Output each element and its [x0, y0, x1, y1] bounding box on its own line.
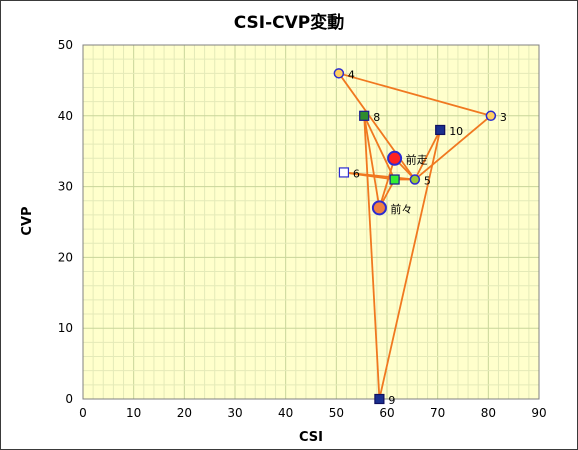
connection-line	[363, 115, 381, 208]
x-axis-label: CSI	[299, 430, 323, 445]
point-marker	[338, 167, 350, 178]
y-tick-label: 50	[58, 38, 73, 52]
point-label: 10	[449, 125, 463, 138]
connection-line	[378, 158, 396, 209]
point-label: 6	[353, 167, 360, 180]
point-marker	[485, 110, 497, 122]
x-tick-label: 10	[126, 406, 141, 420]
x-tick-label: 20	[177, 406, 192, 420]
connection-line	[338, 72, 492, 117]
x-tick-label: 80	[481, 406, 496, 420]
connection-line	[343, 171, 395, 181]
point-marker	[333, 68, 345, 79]
x-tick-label: 70	[430, 406, 445, 420]
plot-area	[83, 45, 539, 399]
connection-line	[363, 115, 381, 400]
y-axis-label: CVP	[20, 206, 35, 235]
point-marker	[371, 200, 387, 216]
plot-border	[82, 44, 540, 400]
point-label: 4	[348, 68, 355, 81]
point-label: 前々	[390, 202, 412, 216]
x-tick-label: 50	[329, 406, 344, 420]
point-marker	[389, 174, 400, 185]
x-tick-label: 90	[531, 406, 546, 420]
y-tick-label: 0	[65, 392, 73, 406]
connection-line	[378, 129, 442, 400]
point-marker	[359, 110, 370, 121]
point-marker	[409, 174, 421, 185]
x-tick-label: 60	[379, 406, 394, 420]
x-tick-label: 0	[79, 406, 87, 420]
y-tick-label: 10	[58, 321, 73, 335]
point-label: 5	[424, 175, 431, 188]
connection-line	[363, 115, 396, 180]
point-marker	[435, 124, 446, 136]
y-tick-label: 30	[58, 180, 73, 194]
connection-line	[414, 115, 492, 181]
point-label: 前走	[406, 152, 428, 166]
y-tick-label: 20	[58, 250, 73, 264]
x-tick-label: 30	[227, 406, 242, 420]
point-marker	[387, 150, 403, 166]
point-label: 3	[500, 111, 507, 124]
point-marker	[374, 393, 385, 405]
chart-title: CSI-CVP変動	[233, 13, 345, 33]
connection-line	[338, 72, 416, 181]
point-label: 9	[388, 394, 395, 407]
axis-ticks: 0 10 20 30 40 50 60 70 80 90 0 10 20 30 40 50	[58, 38, 547, 420]
x-tick-label: 40	[278, 406, 293, 420]
y-tick-label: 40	[58, 109, 73, 123]
connection-line	[414, 129, 442, 180]
point-label: 8	[373, 111, 380, 124]
data-points: 前々 前走 3 4 5 6 8 9 10	[333, 68, 507, 407]
